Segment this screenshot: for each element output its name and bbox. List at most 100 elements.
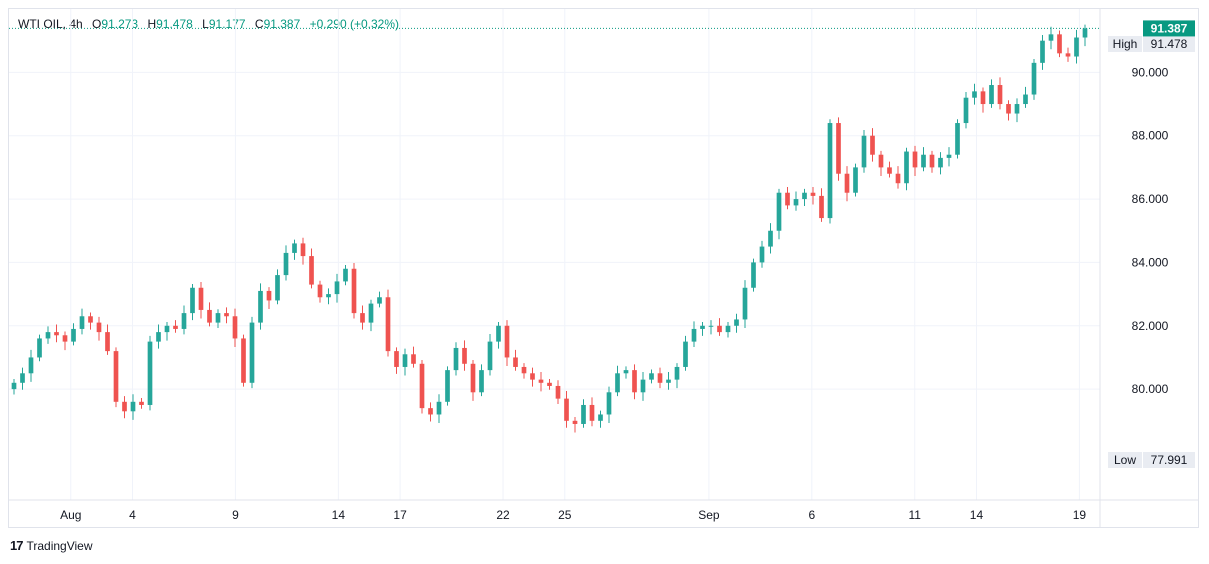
candle-body [181, 313, 187, 329]
candle-body [861, 135, 867, 168]
candle-body [317, 284, 323, 298]
legend-symbol: WTI OIL, 4h [18, 17, 83, 31]
footer-brand[interactable]: 17 TradingView [10, 538, 93, 553]
candle-body [615, 373, 620, 393]
candle-body [470, 363, 476, 393]
candle-body [402, 354, 408, 367]
candle-body [241, 338, 246, 383]
candle-body [929, 154, 935, 168]
candle-body [147, 341, 153, 405]
candle-body [164, 325, 170, 333]
candle-layer [11, 24, 1088, 433]
candle-body [521, 366, 527, 374]
candle-body [96, 322, 102, 333]
candle-body [878, 154, 884, 168]
low-badge-label-bg [1108, 452, 1142, 468]
legend-close-label: C [254, 17, 264, 31]
legend-low-label: L [202, 17, 209, 31]
candle-body [1023, 94, 1028, 105]
candle-body [37, 338, 42, 358]
candle-body [598, 414, 603, 421]
last-price-badge-value: 91.387 [1151, 21, 1188, 35]
candle-body [717, 325, 722, 333]
candle-body [368, 303, 374, 323]
candle-body [793, 199, 799, 206]
candle-body [1074, 37, 1079, 57]
candle-body [691, 328, 697, 342]
candle-body [88, 316, 93, 323]
legend-low: 91.177 [208, 17, 246, 31]
candle-body [904, 151, 909, 184]
candle-body [963, 97, 969, 124]
candle-body [513, 357, 518, 367]
candle-body [657, 373, 663, 383]
candle-body [870, 135, 875, 155]
candle-body [207, 309, 212, 323]
low-badge-value: 77.991 [1151, 453, 1188, 467]
legend-close: 91.387 [263, 17, 301, 31]
candle-body [232, 316, 238, 339]
x-tick-label: Sep [698, 508, 720, 522]
candle-body [819, 195, 824, 219]
candle-body [785, 192, 790, 206]
x-tick-label: 14 [970, 508, 984, 522]
candle-body [453, 347, 459, 371]
candle-body [572, 420, 578, 424]
y-tick-label: 80.000 [1132, 382, 1169, 396]
x-tick-label: 6 [808, 508, 815, 522]
candle-body [989, 85, 994, 105]
candle-body [768, 230, 773, 247]
candle-body [649, 373, 654, 380]
candle-body [71, 328, 76, 342]
candle-body [802, 192, 807, 200]
low-badge-value-bg [1143, 452, 1195, 468]
candle-body [1048, 34, 1054, 41]
legend-high-label: H [147, 17, 157, 31]
candle-body [946, 154, 952, 158]
x-tick-label: 22 [496, 508, 510, 522]
candle-body [742, 287, 748, 320]
candle-body [258, 290, 263, 323]
candle-body [45, 332, 51, 339]
y-tick-label: 88.000 [1132, 129, 1169, 143]
legend-open: 91.273 [101, 17, 139, 31]
candle-body [462, 347, 467, 364]
chart-frame [8, 8, 1199, 528]
candle-body [555, 385, 561, 399]
candle-body [300, 243, 306, 257]
candle-body [853, 167, 858, 193]
candle-body [275, 275, 280, 301]
grid-layer [9, 9, 1100, 500]
candle-body [980, 91, 986, 105]
candle-body [428, 408, 433, 415]
candle-body [666, 379, 671, 383]
candle-body [156, 332, 161, 342]
candle-body [173, 325, 178, 329]
tradingview-brand-text: TradingView [26, 538, 93, 553]
candle-body [810, 192, 816, 196]
candle-body [326, 294, 331, 298]
candle-body [479, 370, 484, 393]
candle-body [887, 167, 892, 174]
x-tick-label: 4 [129, 508, 136, 522]
candle-body [360, 313, 365, 323]
x-tick-label: 14 [332, 508, 346, 522]
x-tick-label: Aug [60, 508, 81, 522]
candle-body [292, 243, 297, 253]
candle-body [581, 404, 586, 424]
candle-body [377, 297, 382, 304]
candle-body [436, 401, 442, 415]
legend-change: +0.290 (+0.32%) [309, 17, 400, 31]
candle-body [351, 268, 357, 314]
candle-body [895, 173, 901, 184]
x-tick-label: 11 [909, 508, 922, 522]
candle-body [623, 370, 629, 374]
candle-body [955, 123, 960, 155]
candle-body [632, 370, 637, 393]
candle-body [1006, 104, 1011, 114]
x-tick-label: 19 [1073, 508, 1087, 522]
candle-body [445, 370, 450, 402]
candle-body [249, 322, 255, 383]
candle-body [334, 281, 340, 295]
